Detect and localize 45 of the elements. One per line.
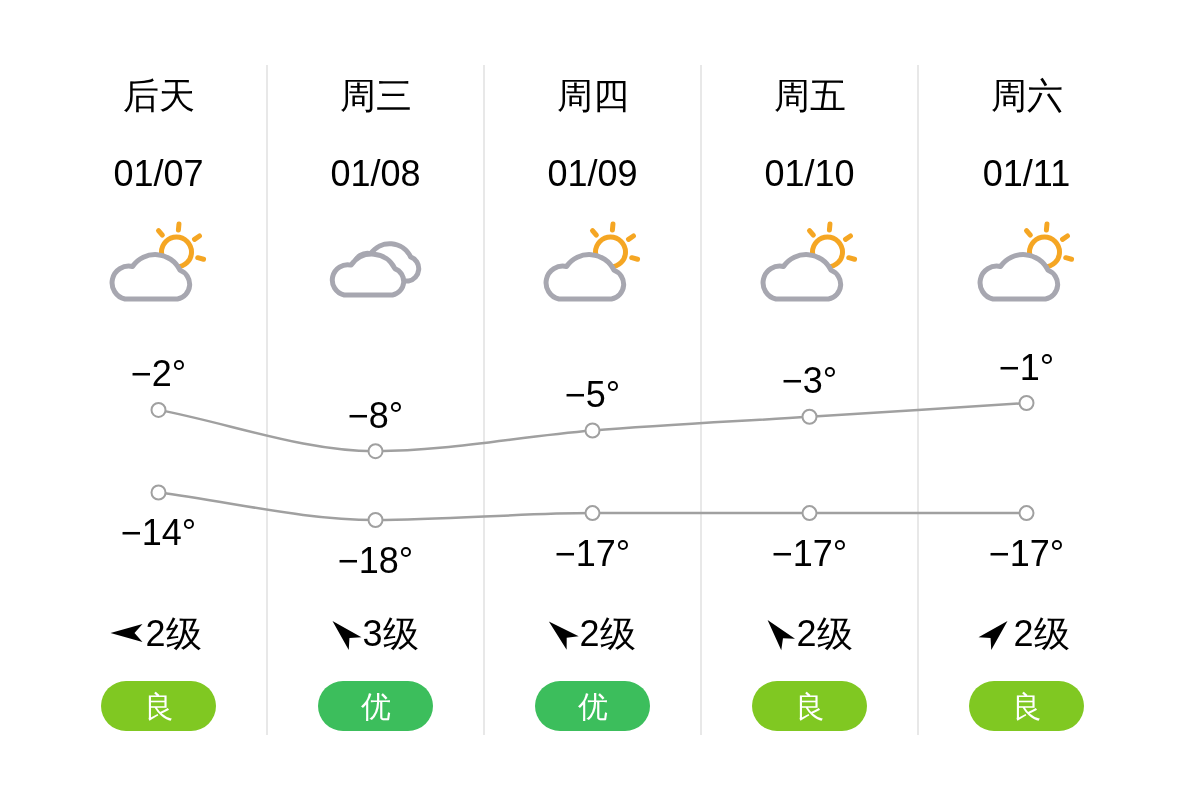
- point: [150, 401, 167, 418]
- text: 01/08: [330, 152, 421, 194]
- category-label: 优: [360, 689, 391, 723]
- data-label: −8°: [347, 394, 404, 436]
- data-label: −14°: [120, 511, 197, 553]
- point: [150, 484, 167, 501]
- text: 2级: [1013, 612, 1070, 654]
- point: [1018, 505, 1035, 522]
- point: [801, 408, 818, 425]
- data-label: −2°: [130, 353, 187, 395]
- point: [1018, 395, 1035, 411]
- data-label: −18°: [337, 539, 414, 581]
- category-label: 优: [577, 689, 608, 723]
- point: [367, 512, 384, 528]
- data-label: −1°: [998, 346, 1055, 388]
- point: [367, 443, 384, 460]
- text: 01/07: [113, 152, 204, 194]
- x-tick-label: 周五: [773, 74, 846, 116]
- text: 2级: [145, 612, 202, 654]
- x-tick-label: 周三: [339, 74, 412, 116]
- data-label: −5°: [564, 374, 621, 416]
- badge: 良: [752, 681, 867, 731]
- text: 01/11: [982, 152, 1071, 194]
- data-label: −3°: [781, 360, 838, 402]
- point: [584, 505, 601, 522]
- category-label: 良: [1011, 689, 1042, 723]
- badge: 优: [318, 681, 433, 731]
- x-tick-label: 后天: [122, 74, 195, 116]
- text: 2级: [796, 612, 853, 654]
- point: [584, 422, 601, 439]
- data-label: −17°: [554, 532, 631, 574]
- text: 3级: [362, 612, 419, 654]
- badge: 优: [535, 681, 650, 731]
- text: 01/09: [547, 152, 638, 194]
- point: [801, 505, 818, 522]
- badge: 良: [101, 681, 216, 731]
- badge: 良: [969, 681, 1084, 731]
- text: 2级: [579, 612, 636, 654]
- x-tick-label: 周六: [990, 74, 1063, 116]
- data-label: −17°: [988, 532, 1065, 574]
- text: 01/10: [764, 152, 855, 194]
- category-label: 良: [143, 689, 174, 723]
- category-label: 良: [794, 689, 825, 723]
- x-tick-label: 周四: [556, 74, 629, 116]
- data-label: −17°: [771, 532, 848, 574]
